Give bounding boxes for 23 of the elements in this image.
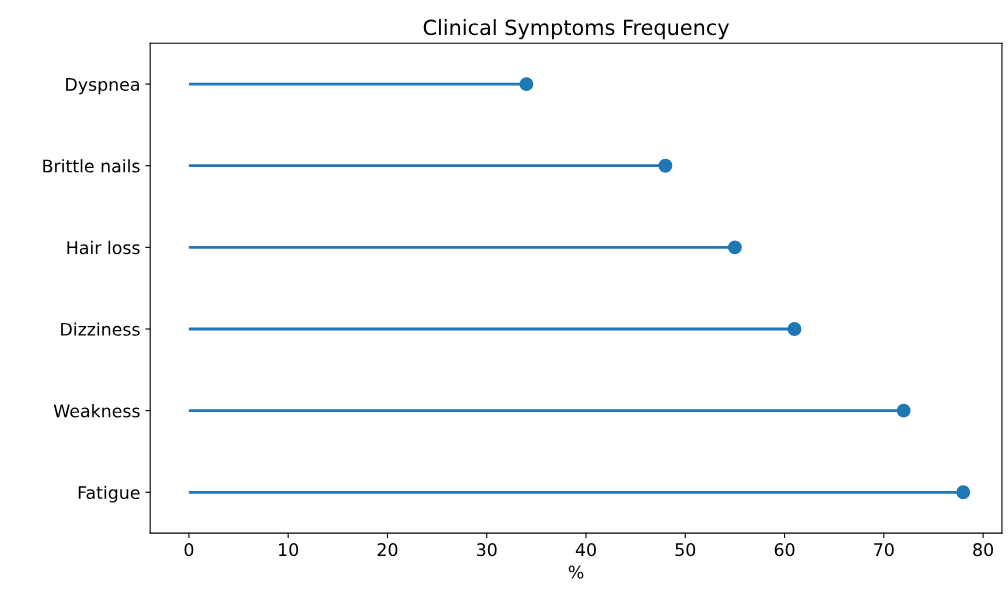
x-tick-label: 10 [279,543,299,557]
chart-title: Clinical Symptoms Frequency [423,19,730,40]
point [896,403,911,418]
x-tick-label: 50 [675,543,696,557]
y-tick-label: Brittle nails [43,159,140,173]
point [956,485,971,500]
x-tick-label: 70 [874,543,894,557]
x-tick-label: 80 [973,543,993,557]
y-tick-label: Dyspnea [66,78,139,95]
y-tick-label: Dizziness [61,322,140,336]
point [519,77,534,92]
point [727,240,742,255]
x-tick-label: 0 [184,543,194,557]
y-tick-label: Weakness [53,404,140,418]
x-axis-title: % [568,565,584,579]
y-tick-label: Hair loss [67,240,140,255]
x-tick-label: 20 [377,543,398,557]
x-tick-label: 40 [575,543,596,557]
y-tick-label: Fatigue [78,485,140,503]
point [787,322,802,336]
point [658,158,673,173]
x-tick-label: 60 [774,543,795,557]
x-tick-label: 30 [477,543,497,557]
